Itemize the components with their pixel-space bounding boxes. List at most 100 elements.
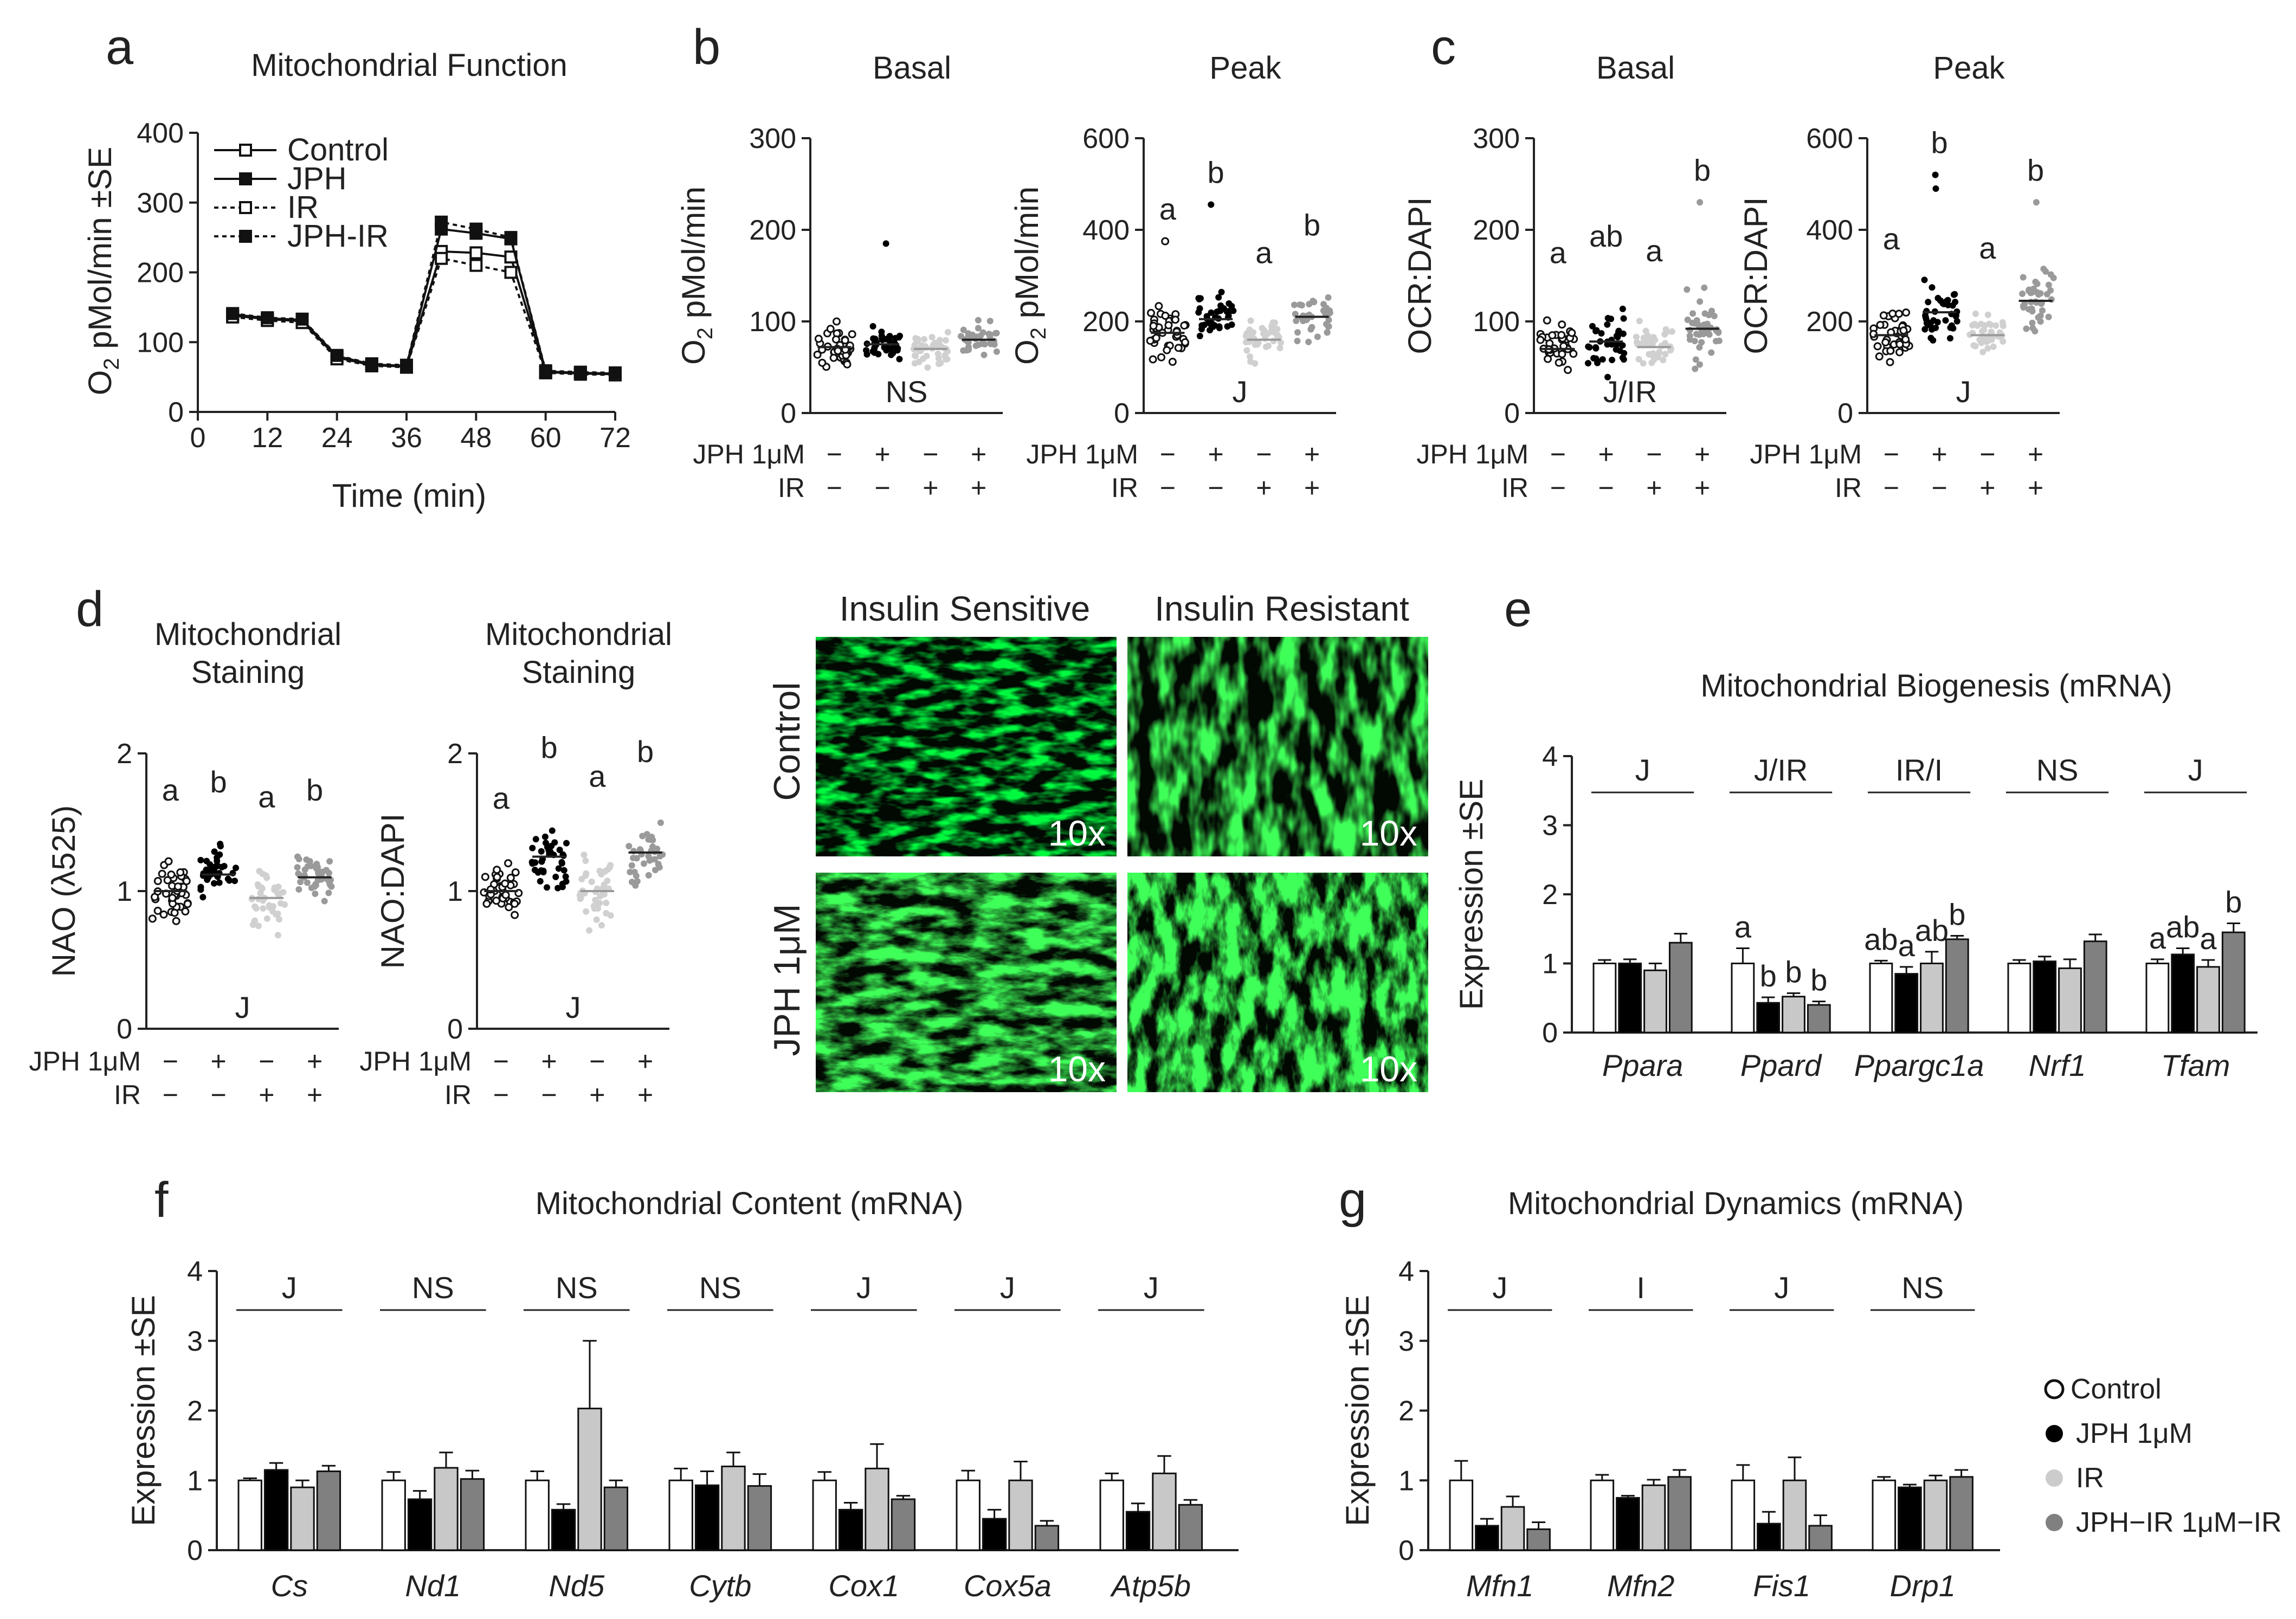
series-jph bbox=[226, 222, 622, 380]
gene-label: Mfn2 bbox=[1607, 1569, 1675, 1603]
data-point bbox=[260, 905, 267, 912]
bar-ir bbox=[865, 1467, 889, 1551]
cond-sign-ir: + bbox=[1256, 473, 1272, 503]
cond-row-label-jph: JPH 1μM bbox=[693, 439, 805, 469]
data-point bbox=[1564, 366, 1572, 375]
data-point bbox=[960, 326, 967, 333]
data-point-outlier bbox=[1932, 171, 1939, 178]
data-point bbox=[2020, 302, 2027, 309]
significance-letter: a bbox=[2149, 921, 2166, 955]
cond-sign-ir: − bbox=[1932, 473, 1947, 503]
x-tick-label: 24 bbox=[321, 422, 353, 454]
chart-g-dynamics: Mitochondrial Dynamics (mRNA) 0 1 2 3 4 Expres… bbox=[1339, 1186, 2000, 1603]
data-point bbox=[896, 356, 903, 363]
data-point bbox=[556, 846, 563, 853]
legend: Control JPH 1μM IR JPH−IR 1μM−IR bbox=[2044, 1373, 2282, 1538]
bar-control bbox=[1872, 1479, 1897, 1551]
data-point bbox=[2026, 286, 2033, 293]
data-point bbox=[1604, 321, 1611, 328]
micrograph-control-resistant: 10x bbox=[1127, 637, 1428, 856]
data-point bbox=[1272, 319, 1279, 326]
data-point bbox=[1261, 327, 1268, 334]
data-point bbox=[295, 312, 309, 326]
data-point bbox=[163, 876, 172, 885]
data-point bbox=[975, 325, 982, 332]
data-point bbox=[583, 870, 590, 877]
data-point bbox=[172, 917, 180, 925]
data-point bbox=[1585, 343, 1592, 350]
data-point bbox=[1323, 320, 1330, 327]
data-point bbox=[277, 900, 284, 907]
data-point bbox=[981, 341, 988, 348]
data-point bbox=[400, 358, 413, 372]
data-point bbox=[1930, 325, 1937, 332]
micrograph-jph-resistant: 10x bbox=[1127, 873, 1428, 1092]
cond-sign-jph: − bbox=[1884, 439, 1899, 469]
data-point bbox=[645, 872, 652, 879]
data-point bbox=[1326, 309, 1333, 317]
bar-jph-1-m bbox=[1756, 1002, 1781, 1034]
cond-sign-ir: + bbox=[1646, 473, 1662, 503]
data-point bbox=[573, 365, 587, 379]
y-tick-label: 2 bbox=[187, 1396, 203, 1427]
legend-label: JPH bbox=[287, 161, 347, 196]
data-point bbox=[1619, 305, 1626, 312]
cond-row-label-ir: IR bbox=[114, 1080, 141, 1110]
y-tick-label: 100 bbox=[749, 306, 796, 338]
data-point bbox=[2045, 313, 2052, 320]
legend-label-jph-ir: JPH−IR 1μM−IR bbox=[2076, 1507, 2282, 1538]
cond-row-label-ir: IR bbox=[778, 473, 805, 503]
stat-label: I bbox=[1636, 1270, 1645, 1305]
data-point bbox=[266, 902, 273, 909]
cond-sign-jph: − bbox=[1550, 439, 1566, 469]
cond-sign-jph: + bbox=[1932, 439, 1947, 469]
data-point bbox=[1599, 356, 1606, 363]
data-point bbox=[274, 932, 281, 939]
stat-label: J bbox=[1233, 375, 1248, 409]
data-point bbox=[1278, 339, 1285, 346]
data-point bbox=[469, 259, 483, 272]
data-point bbox=[1691, 338, 1698, 345]
y-tick-label: 1 bbox=[1398, 1465, 1414, 1497]
bar-jph-1-m bbox=[551, 1508, 576, 1551]
stat-label: J bbox=[235, 990, 250, 1024]
data-point-outlier bbox=[1161, 237, 1170, 246]
data-point bbox=[583, 908, 590, 915]
gene-label: Cox5a bbox=[964, 1569, 1052, 1603]
cond-sign-jph: + bbox=[541, 1046, 557, 1076]
y-tick-label: 200 bbox=[137, 257, 184, 289]
cond-sign-ir: + bbox=[1694, 473, 1710, 503]
group-0: a bbox=[148, 773, 192, 925]
y-tick-label: 300 bbox=[137, 188, 184, 219]
y-tick-label: 0 bbox=[447, 1014, 463, 1045]
data-point bbox=[167, 870, 176, 879]
bar-ir bbox=[1923, 1479, 1948, 1551]
data-point bbox=[1195, 295, 1202, 302]
chart-title-line1: Mitochondrial bbox=[485, 617, 672, 652]
data-point-outlier bbox=[1208, 201, 1215, 208]
data-point bbox=[924, 364, 931, 371]
data-point bbox=[1589, 322, 1596, 330]
data-point bbox=[170, 908, 179, 917]
bar-control bbox=[1731, 963, 1755, 1034]
data-point bbox=[181, 907, 190, 916]
significance-letter: b bbox=[2027, 153, 2044, 187]
data-point bbox=[1999, 319, 2006, 326]
gene-label: Nrf1 bbox=[2029, 1048, 2086, 1082]
data-point bbox=[493, 866, 501, 874]
data-point bbox=[933, 340, 940, 347]
bar-ir bbox=[1643, 969, 1667, 1034]
group-3: b bbox=[625, 734, 666, 889]
data-point bbox=[1196, 332, 1203, 339]
cond-sign-jph: − bbox=[589, 1046, 605, 1076]
x-tick-label: 72 bbox=[599, 422, 631, 454]
data-point bbox=[1604, 373, 1611, 380]
data-point bbox=[1879, 311, 1888, 320]
data-point bbox=[1152, 334, 1160, 343]
data-point bbox=[1649, 350, 1656, 357]
data-point bbox=[832, 317, 841, 326]
data-point bbox=[217, 843, 224, 850]
group-3 bbox=[957, 317, 1000, 358]
data-point bbox=[275, 892, 282, 899]
data-point bbox=[1930, 337, 1937, 344]
